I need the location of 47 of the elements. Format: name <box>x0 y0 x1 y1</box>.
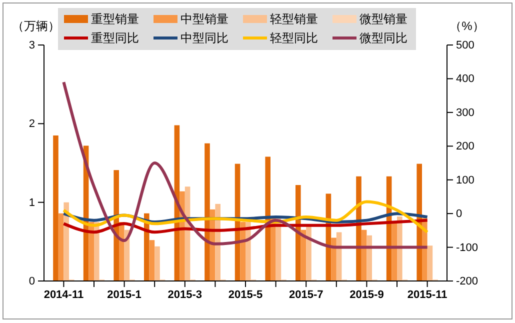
x-tick-label: 2015-3 <box>168 288 202 301</box>
bar <box>53 135 58 281</box>
x-tick-label: 2015-7 <box>288 288 324 301</box>
x-tick-label: 2015-11 <box>407 288 448 301</box>
bar <box>240 222 246 281</box>
y-tick-label: 2 <box>28 118 35 130</box>
bar <box>265 156 270 281</box>
bar <box>204 143 210 281</box>
legend-label: 中型同比 <box>180 31 228 45</box>
bar <box>392 222 398 281</box>
legend-label: 轻型同比 <box>270 31 318 45</box>
y2-tick-label: 400 <box>456 73 474 86</box>
bar <box>149 240 155 281</box>
y2-tick-label: 500 <box>456 40 474 52</box>
bar <box>88 222 94 281</box>
line-series <box>62 218 429 234</box>
y2-tick-label: -200 <box>456 276 478 288</box>
legend-label: 微型同比 <box>360 31 408 45</box>
bar <box>295 185 301 281</box>
legend-label: 微型销量 <box>360 12 408 26</box>
line-series <box>62 80 429 249</box>
y2-tick-label: 300 <box>456 106 474 119</box>
y2-tick-label: 100 <box>456 174 474 186</box>
y2-tick-label: 0 <box>456 208 462 220</box>
x-tick-label: 2015-5 <box>228 288 263 301</box>
bar <box>331 238 336 281</box>
legend-label: 中型销量 <box>180 12 228 26</box>
y2-tick-label: -100 <box>456 242 478 254</box>
bar <box>427 246 433 281</box>
y2-tick-label: 200 <box>456 140 474 153</box>
y-tick-label: 0 <box>28 276 35 288</box>
x-tick-label: 2015-1 <box>107 288 142 301</box>
bar <box>397 216 402 281</box>
bar <box>58 213 64 281</box>
legend-label: 轻型销量 <box>270 12 318 26</box>
y-axis-title: （万辆） <box>12 19 60 33</box>
bar <box>366 235 372 281</box>
y-tick-label: 3 <box>28 40 35 52</box>
bar <box>154 246 160 281</box>
line-series <box>62 200 429 234</box>
y2-axis-title: （%） <box>450 19 484 33</box>
y-tick-label: 1 <box>28 196 35 209</box>
legend-label: 重型同比 <box>91 31 139 45</box>
legend-label: 重型销量 <box>91 12 139 26</box>
x-tick-label: 2014-11 <box>44 288 84 301</box>
x-tick-label: 2015-9 <box>350 288 384 301</box>
bar <box>306 226 312 281</box>
